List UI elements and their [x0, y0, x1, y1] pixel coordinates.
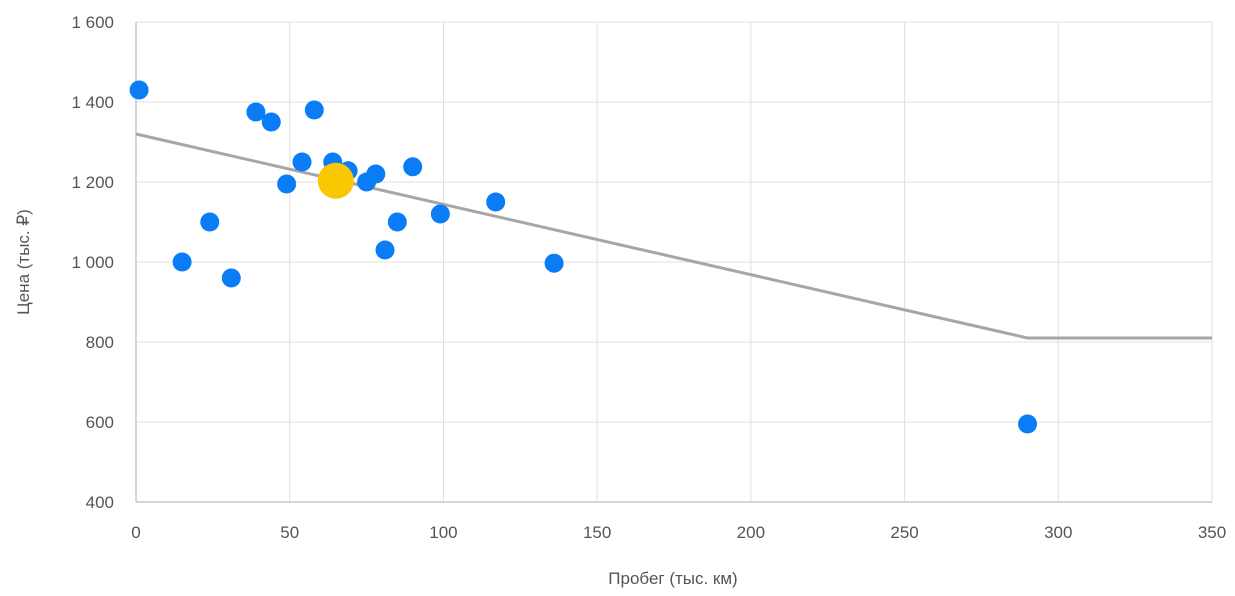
data-point[interactable]: [261, 112, 281, 132]
data-point[interactable]: [129, 80, 149, 100]
y-axis-title: Цена (тыс. ₽): [14, 209, 33, 315]
x-tick-label: 250: [890, 523, 918, 542]
y-tick-label: 1 600: [71, 13, 114, 32]
x-axis-title: Пробег (тыс. км): [608, 569, 737, 588]
x-tick-label: 350: [1198, 523, 1226, 542]
data-points: [129, 80, 1038, 434]
y-tick-label: 1 200: [71, 173, 114, 192]
data-point[interactable]: [292, 152, 312, 172]
x-tick-label: 0: [131, 523, 140, 542]
x-tick-label: 150: [583, 523, 611, 542]
trend-line: [135, 132, 1212, 340]
x-tick-label: 200: [737, 523, 765, 542]
data-point[interactable]: [200, 212, 220, 232]
data-point[interactable]: [277, 174, 297, 194]
y-tick-label: 1 000: [71, 253, 114, 272]
data-point[interactable]: [430, 204, 450, 224]
x-tick-label: 300: [1044, 523, 1072, 542]
y-tick-label: 1 400: [71, 93, 114, 112]
x-axis-ticks: 0 50 100 150 200 250 300 350: [131, 523, 1226, 542]
data-point[interactable]: [366, 164, 386, 184]
data-point[interactable]: [246, 102, 266, 122]
y-tick-label: 400: [86, 493, 114, 512]
y-tick-label: 800: [86, 333, 114, 352]
data-point[interactable]: [375, 240, 395, 260]
data-point[interactable]: [1018, 414, 1038, 434]
x-tick-label: 100: [429, 523, 457, 542]
y-tick-label: 600: [86, 413, 114, 432]
data-point[interactable]: [304, 100, 324, 120]
data-point[interactable]: [486, 192, 506, 212]
grid: [136, 21, 1213, 503]
data-point[interactable]: [172, 252, 192, 272]
data-point[interactable]: [387, 212, 407, 232]
axes: [135, 22, 1212, 503]
trend-line-group: [135, 132, 1212, 340]
data-point[interactable]: [221, 268, 241, 288]
highlight-group: [317, 162, 354, 199]
x-tick-label: 50: [280, 523, 299, 542]
data-point[interactable]: [544, 253, 564, 273]
highlighted-point[interactable]: [317, 162, 354, 199]
data-point[interactable]: [403, 157, 423, 177]
y-axis-ticks: 400 600 800 1 000 1 200 1 400 1 600: [71, 13, 114, 512]
